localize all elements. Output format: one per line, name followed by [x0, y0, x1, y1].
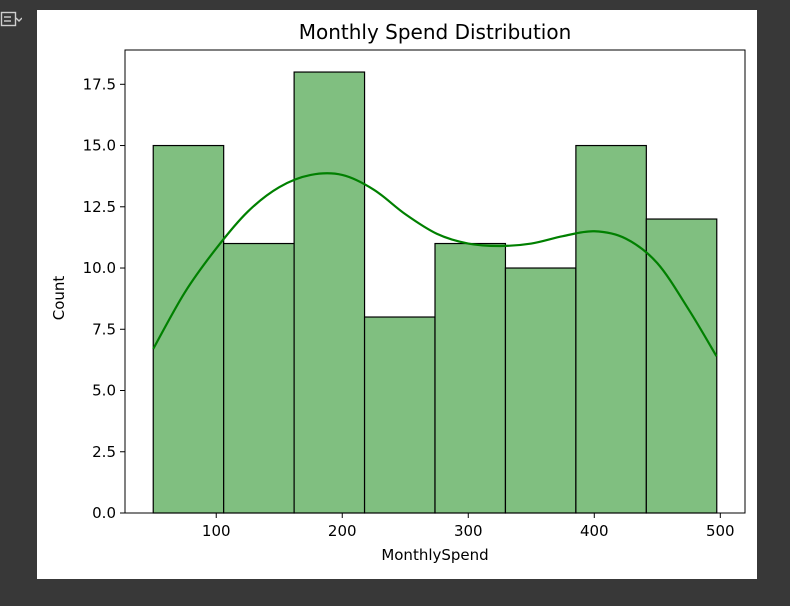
histogram-bar [223, 242, 295, 514]
histogram-chart: 0.0 2.5 5.0 7.5 10.0 12.5 15.0 17.5 100 200 300 40… [83, 49, 746, 540]
histogram-bar [504, 267, 577, 514]
x-tick-label: 300 [454, 522, 483, 540]
chart-figure: 0.0 2.5 5.0 7.5 10.0 12.5 15.0 17.5 100 200 300 40… [37, 10, 757, 579]
y-tick-label: 17.5 [83, 75, 116, 93]
histogram-bar [363, 316, 436, 514]
x-tick-label: 500 [706, 522, 735, 540]
plot-area-frame [124, 49, 746, 514]
x-axis-label: MonthlySpend [381, 546, 489, 564]
output-toggle-icon[interactable] [0, 10, 23, 30]
y-tick-label: 5.0 [92, 382, 116, 400]
y-tick-label: 12.5 [83, 198, 116, 216]
y-tick-label: 2.5 [92, 443, 116, 461]
y-tick-label: 7.5 [92, 320, 116, 338]
kde-curve [152, 172, 718, 357]
histogram-bar [293, 71, 366, 514]
histogram-bar [434, 242, 507, 514]
y-tick-label: 10.0 [83, 259, 116, 277]
histogram-bar [645, 218, 718, 514]
histogram-bar [575, 144, 647, 514]
x-tick-label: 100 [202, 522, 231, 540]
x-tick-label: 400 [580, 522, 609, 540]
chart-title: Monthly Spend Distribution [298, 20, 572, 44]
y-tick-label: 0.0 [92, 504, 116, 522]
x-tick-label: 200 [328, 522, 357, 540]
y-tick-label: 15.0 [83, 137, 116, 155]
y-axis-label: Count [50, 275, 68, 321]
